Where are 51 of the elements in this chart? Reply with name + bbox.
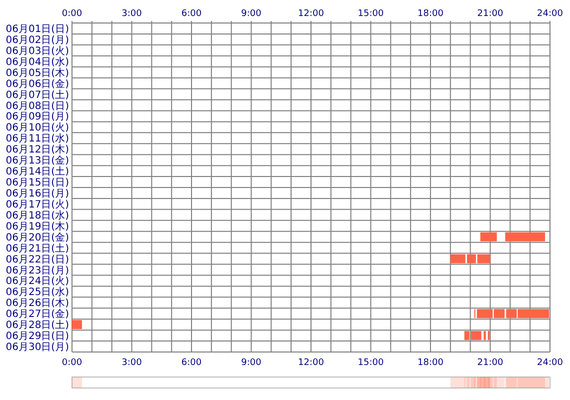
x2-tick-label: 21:00 bbox=[477, 358, 504, 368]
x-tick-label: 3:00 bbox=[122, 9, 142, 19]
y-tick-label: 06月18日(水) bbox=[6, 209, 70, 222]
y-tick-label: 06月17日(火) bbox=[6, 198, 70, 210]
y-tick-label: 06月01日(日) bbox=[6, 24, 70, 35]
x2-tick-label: 15:00 bbox=[358, 358, 384, 368]
x-tick-label: 21:00 bbox=[477, 9, 504, 19]
y-tick-label: 06月02日(月) bbox=[6, 34, 70, 46]
y-tick-label: 06月16日(月) bbox=[6, 188, 70, 200]
x2-tick-label: 6:00 bbox=[181, 358, 202, 368]
y-tick-label: 06月09日(月) bbox=[6, 112, 70, 123]
y-tick-label: 06月05日(木) bbox=[6, 66, 70, 79]
x-tick-label: 9:00 bbox=[241, 9, 262, 19]
y-tick-label: 06月29日(日) bbox=[6, 331, 70, 342]
y-tick-label: 06月22日(日) bbox=[6, 254, 70, 266]
x2-tick-label: 0:00 bbox=[62, 358, 82, 368]
y-tick-label: 06月28日(土) bbox=[6, 319, 70, 332]
y-tick-label: 06月23日(月) bbox=[6, 265, 70, 276]
y-tick-label: 06月12日(木) bbox=[6, 144, 70, 156]
bar bbox=[505, 232, 546, 242]
y-tick-label: 06月26日(木) bbox=[6, 297, 70, 310]
x2-tick-label: 24:00 bbox=[537, 358, 564, 368]
y-tick-label: 06月11日(水) bbox=[6, 132, 70, 145]
y-tick-label: 06月07日(土) bbox=[6, 88, 70, 101]
y-tick-label: 06月21日(土) bbox=[6, 242, 70, 254]
x2-tick-label: 12:00 bbox=[298, 358, 324, 368]
y-tick-label: 06月15日(日) bbox=[6, 178, 70, 189]
y-tick-label: 06月10日(火) bbox=[6, 122, 70, 134]
x-tick-label: 12:00 bbox=[298, 9, 324, 19]
x-tick-label: 18:00 bbox=[418, 9, 444, 19]
x-tick-label: 0:00 bbox=[62, 9, 82, 19]
x2-tick-label: 18:00 bbox=[418, 358, 444, 368]
y-tick-label: 06月03日(火) bbox=[6, 44, 70, 57]
y-tick-label: 06月27日(金) bbox=[6, 308, 70, 320]
y-tick-label: 06月20日(金) bbox=[6, 231, 70, 244]
y-tick-label: 06月13日(金) bbox=[6, 154, 70, 167]
y-tick-label: 06月06日(金) bbox=[6, 78, 70, 90]
bar bbox=[480, 232, 497, 242]
y-tick-label: 06月25日(水) bbox=[6, 286, 70, 298]
y-tick-label: 06月14日(土) bbox=[6, 166, 70, 178]
x2-tick-label: 9:00 bbox=[241, 358, 262, 368]
x-tick-label: 24:00 bbox=[537, 9, 564, 19]
y-tick-label: 06月30日(月) bbox=[6, 342, 70, 354]
y-tick-label: 06月24日(火) bbox=[6, 275, 70, 288]
x-tick-label: 6:00 bbox=[181, 9, 202, 19]
bar bbox=[72, 320, 82, 330]
x2-tick-label: 3:00 bbox=[122, 358, 142, 368]
y-tick-label: 06月19日(木) bbox=[6, 220, 70, 232]
y-tick-label: 06月08日(日) bbox=[6, 100, 70, 112]
y-tick-label: 06月04日(水) bbox=[6, 56, 70, 68]
x-tick-label: 15:00 bbox=[358, 9, 384, 19]
